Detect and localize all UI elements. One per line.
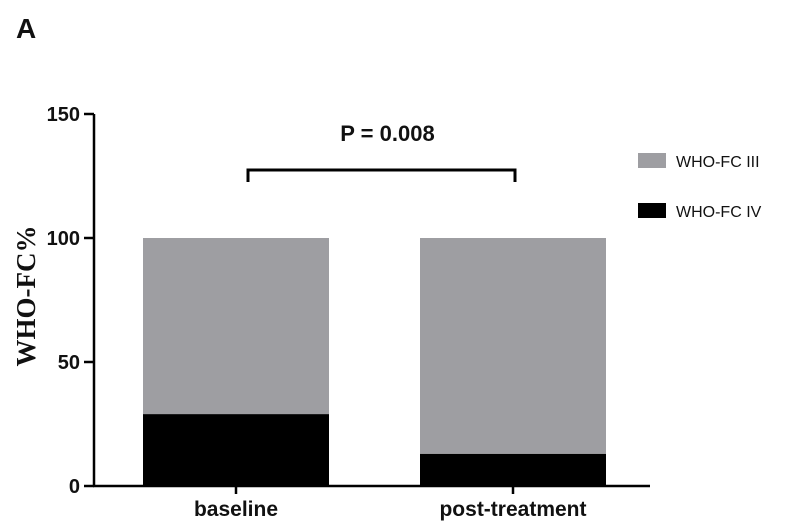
- p-value-label: P = 0.008: [340, 121, 434, 146]
- y-tick-label-150: 150: [47, 104, 80, 126]
- x-tick-label-baseline: baseline: [194, 498, 278, 521]
- bar-baseline-who-fc-iv: [143, 414, 329, 486]
- bars-group: [143, 238, 606, 486]
- legend-label-who-fc-iv: WHO-FC IV: [676, 204, 762, 221]
- panel-label: A: [16, 13, 36, 44]
- y-tick-label-100: 100: [47, 228, 80, 250]
- y-axis-label: WHO-FC%: [11, 226, 41, 367]
- y-tick-label-0: 0: [69, 476, 80, 498]
- bar-post-treatment-who-fc-iv: [420, 453, 606, 486]
- legend: WHO-FC III WHO-FC IV: [638, 153, 762, 221]
- significance-bracket: [246, 168, 517, 182]
- bar-baseline-who-fc-iii: [143, 238, 329, 415]
- significance-annotation: P = 0.008: [246, 121, 517, 182]
- y-tick-label-50: 50: [58, 352, 80, 374]
- axes-group: 0 50 100 150 baseline post-treatment: [47, 104, 650, 521]
- x-tick-label-post-treatment: post-treatment: [439, 498, 586, 521]
- legend-swatch-who-fc-iii: [638, 153, 666, 168]
- legend-swatch-who-fc-iv: [638, 203, 666, 218]
- bar-post-treatment-who-fc-iii: [420, 238, 606, 454]
- legend-label-who-fc-iii: WHO-FC III: [676, 154, 760, 171]
